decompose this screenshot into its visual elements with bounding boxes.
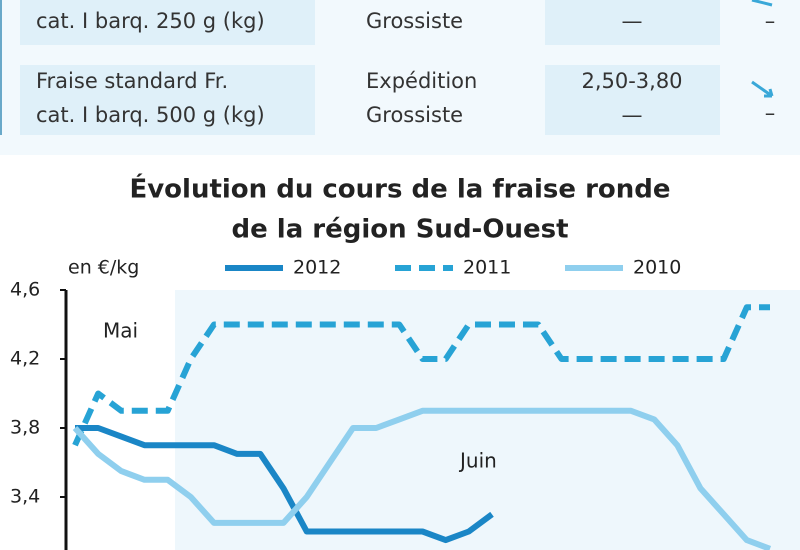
table-cell: —	[622, 103, 643, 127]
trend-arrow	[751, 0, 773, 7]
table-cell: –	[765, 101, 776, 125]
table-row	[20, 0, 720, 45]
cell-bg	[545, 0, 720, 45]
cell-bg	[20, 65, 315, 135]
chart-title: de la région Sud-Ouest	[232, 215, 569, 245]
cell-bg	[545, 65, 720, 135]
table-cell: –	[765, 9, 776, 33]
annotation: Mai	[103, 319, 138, 343]
table-cell: —	[622, 9, 643, 33]
table-row	[20, 65, 720, 135]
table-cell: Expédition	[366, 69, 477, 93]
table-cell: cat. I barq. 250 g (kg)	[36, 9, 265, 33]
line-series	[72, 304, 770, 447]
table-cell: Fraise standard Fr.	[36, 69, 228, 93]
y-tick-label: 4,2	[10, 348, 40, 370]
y-tick-label: 3,4	[10, 486, 40, 508]
trend-arrow	[751, 80, 774, 98]
month-band	[175, 290, 800, 550]
y-tick-label: 4,6	[10, 279, 40, 301]
y-tick-label: 3,8	[10, 417, 40, 439]
line-series	[72, 407, 772, 550]
table-cell: cat. I barq. 500 g (kg)	[36, 103, 265, 127]
y-axis-label: en €/kg	[68, 257, 139, 279]
table-cell: Grossiste	[366, 103, 463, 127]
cell-bg	[20, 0, 315, 45]
chart-title: Évolution du cours de la fraise ronde	[129, 173, 670, 205]
table-cell: 2,50-3,80	[581, 69, 682, 93]
legend-label: 2010	[633, 257, 681, 279]
line-series	[75, 425, 494, 544]
annotation: Juin	[458, 449, 497, 473]
legend-label: 2011	[463, 257, 511, 279]
legend-label: 2012	[293, 257, 341, 279]
table-cell: Grossiste	[366, 9, 463, 33]
